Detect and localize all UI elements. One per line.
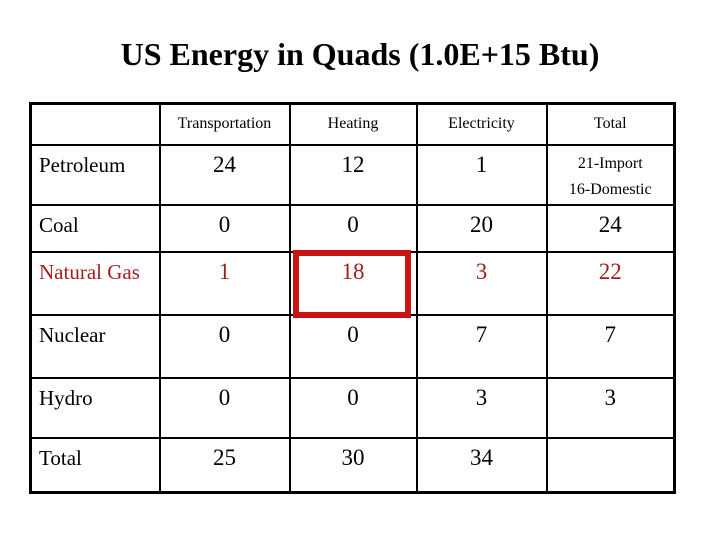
row-label: Coal: [29, 204, 161, 254]
column-header: Total: [545, 102, 676, 146]
row-label: Natural Gas: [29, 251, 161, 317]
table-row: Hydro 0 0 3 3: [29, 377, 676, 440]
table-cell: 24: [545, 204, 676, 254]
table-cell: 0: [158, 204, 291, 254]
table-cell: 7: [415, 314, 548, 380]
table-body: Petroleum 24 12 1 21-Import 16-Domestic Coal 0…: [29, 143, 676, 494]
table-cell: 0: [158, 314, 291, 380]
table-cell: 0: [288, 314, 418, 380]
table-cell: 7: [545, 314, 676, 380]
table-cell: 20: [415, 204, 548, 254]
table-row: Petroleum 24 12 1 21-Import 16-Domestic: [29, 143, 676, 207]
table-cell: 0: [288, 204, 418, 254]
table-cell: 12: [288, 143, 418, 207]
table-cell: 18: [288, 251, 418, 317]
table-cell: 0: [288, 377, 418, 440]
row-label: Nuclear: [29, 314, 161, 380]
table-row: Natural Gas 1 18 3 22: [29, 251, 676, 317]
table-cell: 3: [415, 251, 548, 317]
table-cell: 30: [288, 437, 418, 494]
energy-table: Transportation Heating Electricity Total Pe…: [29, 102, 676, 494]
table-cell: 3: [415, 377, 548, 440]
column-header: Transportation: [158, 102, 291, 146]
header-row: Transportation Heating Electricity Total: [29, 102, 676, 146]
table-cell: 22: [545, 251, 676, 317]
table-cell: 25: [158, 437, 291, 494]
table-cell: 24: [158, 143, 291, 207]
table-row: Total 25 30 34: [29, 437, 676, 494]
table-row: Coal 0 0 20 24: [29, 204, 676, 254]
table-cell: 1: [415, 143, 548, 207]
table-cell: 1: [158, 251, 291, 317]
slide-title: US Energy in Quads (1.0E+15 Btu): [120, 36, 600, 72]
row-label: Total: [29, 437, 161, 494]
column-header: Heating: [288, 102, 418, 146]
column-header: [29, 102, 161, 146]
table-row: Nuclear 0 0 7 7: [29, 314, 676, 380]
row-label: Petroleum: [29, 143, 161, 207]
table-cell: 21-Import 16-Domestic: [545, 143, 676, 207]
column-header: Electricity: [415, 102, 548, 146]
table-cell: 0: [158, 377, 291, 440]
table-cell: 3: [545, 377, 676, 440]
table-cell: [545, 437, 676, 494]
row-label: Hydro: [29, 377, 161, 440]
table-cell: 34: [415, 437, 548, 494]
